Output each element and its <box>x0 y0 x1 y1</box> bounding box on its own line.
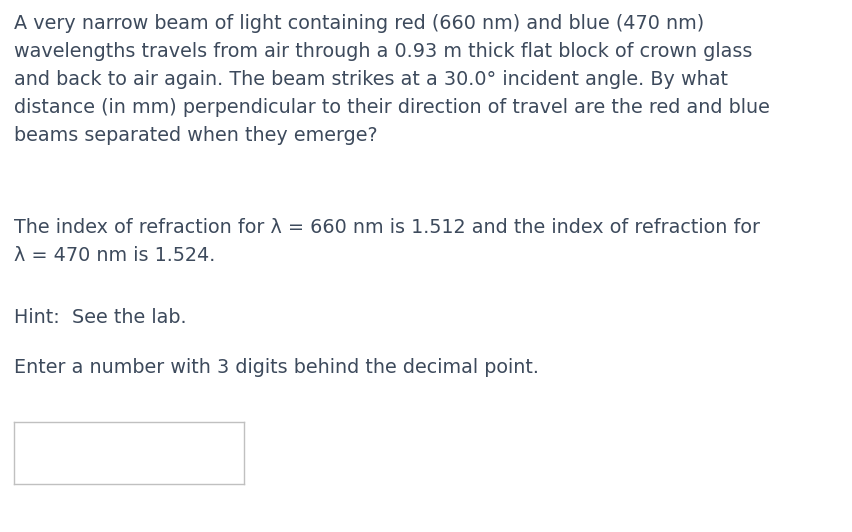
Text: The index of refraction for λ = 660 nm is 1.512 and the index of refraction for
: The index of refraction for λ = 660 nm i… <box>14 218 759 265</box>
Text: A very narrow beam of light containing red (660 nm) and blue (470 nm)
wavelength: A very narrow beam of light containing r… <box>14 14 769 145</box>
Text: Hint:  See the lab.: Hint: See the lab. <box>14 308 187 327</box>
Text: Enter a number with 3 digits behind the decimal point.: Enter a number with 3 digits behind the … <box>14 358 538 377</box>
